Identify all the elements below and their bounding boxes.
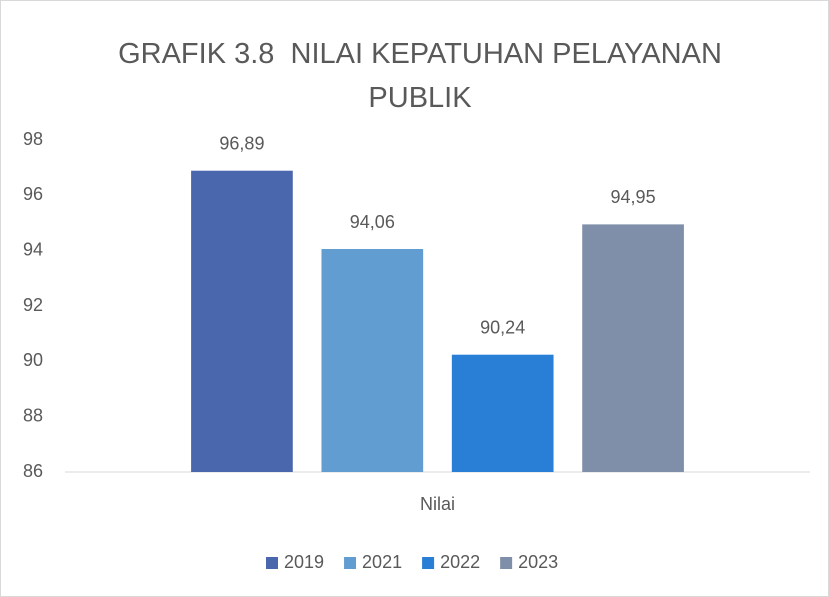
y-tick-label: 92: [23, 295, 43, 315]
y-tick-label: 96: [23, 184, 43, 204]
data-label: 94,06: [350, 212, 395, 232]
y-tick-label: 90: [23, 350, 43, 370]
y-tick-label: 98: [23, 129, 43, 149]
bar: [321, 249, 424, 472]
data-label: 94,95: [611, 187, 656, 207]
legend-swatch: [500, 557, 513, 569]
legend-swatch: [344, 557, 357, 569]
legend-label: 2021: [362, 552, 402, 572]
bar: [451, 354, 554, 472]
y-tick-label: 86: [23, 461, 43, 481]
y-tick-label: 94: [23, 239, 43, 259]
data-label: 96,89: [219, 133, 264, 153]
legend-label: 2023: [518, 552, 558, 572]
y-tick-label: 88: [23, 405, 43, 425]
data-label: 90,24: [480, 317, 525, 337]
legend-label: 2022: [440, 552, 480, 572]
bar: [191, 170, 293, 472]
chart-title: GRAFIK 3.8 NILAI KEPATUHAN PELAYANAN PUB…: [118, 38, 730, 114]
legend-swatch: [266, 557, 278, 569]
x-tick-label: Nilai: [420, 494, 455, 514]
bar: [582, 224, 684, 472]
legend-swatch: [422, 557, 435, 569]
legend-label: 2019: [284, 552, 324, 572]
